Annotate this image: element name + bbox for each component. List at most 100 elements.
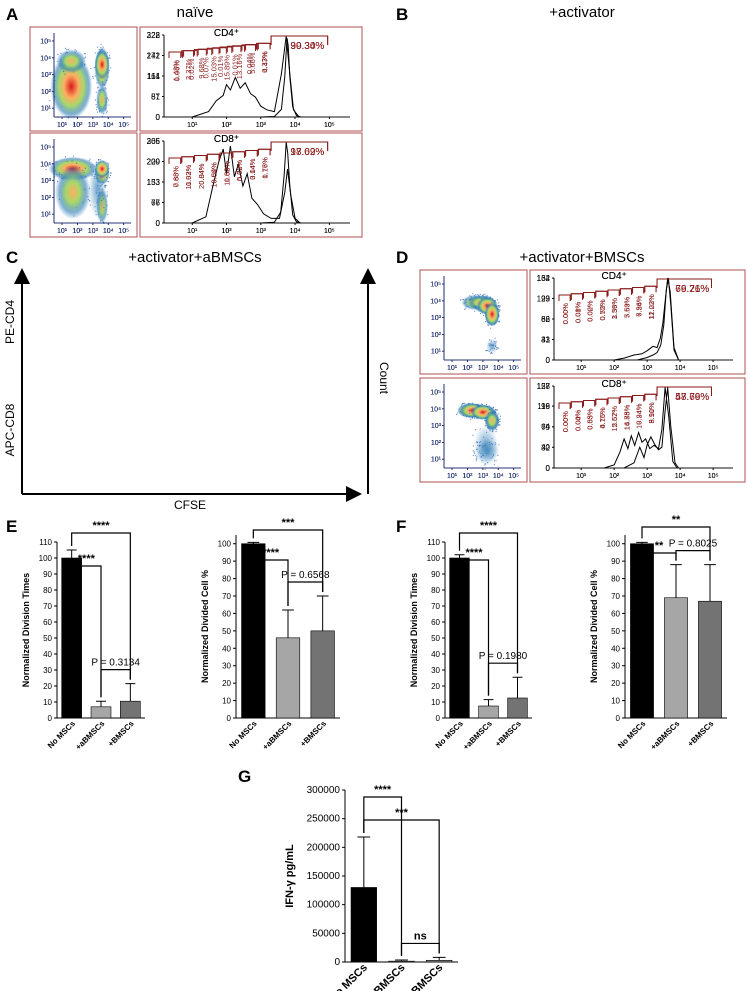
dot — [485, 349, 487, 352]
y-tick-label: 10³ — [41, 178, 52, 185]
dot — [104, 84, 106, 86]
x-tick-label: 10³ — [256, 228, 267, 235]
dot — [59, 172, 61, 174]
gate-label: 3.37% — [184, 58, 193, 80]
gate-label: 12.03% — [647, 294, 656, 320]
axis-label: APC-CD8 — [3, 403, 17, 456]
y-tick-label: 90 — [431, 570, 440, 579]
y-tick-label: 10⁵ — [40, 145, 51, 152]
x-tick-label: 10³ — [88, 228, 99, 235]
x-tick-label: +aBMSCs — [461, 719, 494, 752]
gate-label: 8.10% — [647, 402, 656, 424]
gate — [245, 150, 258, 157]
gate — [583, 292, 596, 299]
dot — [108, 56, 110, 58]
dot — [97, 86, 99, 88]
x-tick-label: 10² — [221, 228, 232, 235]
significance-bracket — [252, 529, 324, 592]
y-tick-label: 30 — [611, 662, 620, 671]
significance-bracket — [71, 565, 102, 698]
error-bar — [96, 700, 106, 707]
y-tick-label: 119 — [537, 402, 550, 411]
dot — [485, 320, 487, 323]
dot — [471, 416, 474, 418]
plot-frame — [139, 132, 363, 238]
x-tick-label: 10⁴ — [493, 365, 504, 372]
gate — [232, 151, 246, 158]
y-tick-label: 90 — [611, 557, 620, 566]
significance-bracket — [675, 550, 711, 561]
y-tick-label: 20 — [431, 682, 440, 691]
y-tick-label: 100 — [218, 540, 232, 549]
y-tick-label: 50000 — [312, 928, 340, 939]
gate — [583, 400, 596, 407]
x-tick-label: 10⁴ — [675, 365, 686, 372]
dot — [491, 438, 493, 440]
significance-label: P = 0.3134 — [91, 658, 140, 669]
dot — [108, 104, 110, 106]
density-blob — [94, 49, 110, 80]
gate — [194, 155, 207, 162]
x-tick-label: 10³ — [642, 365, 653, 372]
gate-label: 12.57% — [610, 406, 619, 432]
x-tick-label: 10¹ — [576, 473, 587, 480]
panel-letter: G — [238, 767, 251, 786]
y-tick-label: 80 — [611, 575, 620, 584]
x-tick-label: 10¹ — [187, 122, 198, 129]
dot — [460, 299, 462, 301]
dot — [94, 52, 96, 54]
panel-title: naïve — [177, 4, 214, 21]
gate-label: 4.47% — [261, 51, 270, 73]
dot — [106, 176, 108, 179]
gate — [632, 395, 645, 402]
density-blob — [484, 302, 500, 327]
gate-label: 3.39% — [610, 298, 619, 320]
y-tick-label: 150000 — [307, 871, 341, 882]
gate-label: 0.04% — [248, 158, 257, 180]
error-bar — [66, 549, 77, 558]
panel-letter: D — [396, 248, 408, 267]
x-tick-label: 10⁵ — [708, 473, 719, 480]
x-tick-label: 10³ — [642, 473, 653, 480]
y-tick-label: 10³ — [431, 423, 442, 430]
x-tick-label: 10⁴ — [103, 122, 114, 129]
dot — [73, 123, 75, 125]
dot — [106, 110, 108, 112]
gate — [607, 289, 620, 296]
y-tick-label: 0 — [156, 219, 161, 228]
gate — [206, 153, 220, 161]
gate-label: 0.00% — [586, 300, 595, 322]
dot — [499, 424, 501, 426]
gate-label: 1.76% — [261, 157, 270, 179]
y-tick-label: 0 — [436, 714, 441, 723]
y-tick-label: 10³ — [41, 178, 52, 185]
y-tick-label: 164 — [537, 274, 551, 283]
gate-label: 15.03% — [210, 56, 219, 82]
y-tick-label: 0 — [334, 957, 340, 968]
dot — [470, 295, 472, 297]
y-axis-label: Normalized Division Times — [21, 573, 31, 687]
y-tick-label: 90 — [222, 557, 231, 566]
dot — [84, 167, 87, 169]
error-bar — [282, 609, 294, 638]
y-tick-label: 300000 — [307, 785, 341, 796]
gate-label: 19.59% — [210, 162, 219, 188]
y-tick-label: 33 — [541, 336, 550, 345]
gate — [257, 148, 271, 156]
gate — [644, 285, 657, 293]
significance-label: **** — [92, 520, 110, 532]
dot — [472, 293, 474, 295]
dot — [497, 409, 499, 411]
y-tick-label: 322 — [147, 31, 161, 40]
gate-label: 0.76% — [598, 407, 607, 429]
dot — [109, 57, 111, 60]
density-blob — [475, 438, 500, 463]
gate — [632, 287, 645, 294]
gate — [570, 401, 584, 408]
gate — [232, 151, 246, 158]
y-tick-label: 50 — [222, 627, 231, 636]
dot — [495, 409, 497, 411]
y-tick-label: 0 — [227, 714, 232, 723]
x-tick-label: 10¹ — [187, 228, 198, 235]
dot — [106, 191, 108, 193]
